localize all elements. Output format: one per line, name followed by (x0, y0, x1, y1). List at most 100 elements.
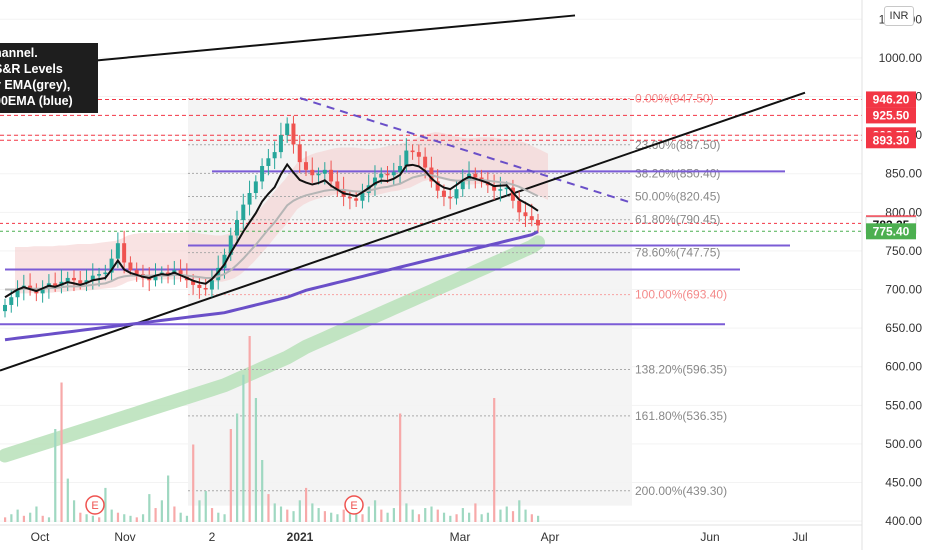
candle-body (303, 162, 308, 170)
candle-body (297, 144, 302, 163)
volume-bar (317, 508, 320, 522)
annotation-note: hannel. S&R Levels y EMA(grey), 00EMA (b… (0, 43, 98, 113)
y-tick-label: 850.00 (885, 167, 922, 181)
fib-label: 0.00%(947.50) (635, 91, 714, 105)
x-tick-label: Jul (792, 530, 807, 544)
volume-bar (367, 506, 370, 522)
volume-bar (436, 509, 439, 522)
volume-bar (104, 487, 107, 522)
ema-grey-line (5, 173, 539, 291)
y-tick-label: 550.00 (885, 398, 922, 412)
candle-body (109, 258, 114, 273)
candle-body (385, 173, 390, 176)
volume-bar (530, 514, 533, 522)
candle-body (78, 280, 83, 284)
volume-bar (449, 515, 452, 522)
volume-bar (29, 512, 32, 522)
candle-body (517, 200, 522, 213)
volume-bar (116, 512, 120, 522)
x-tick-label: Apr (541, 530, 560, 544)
candle-body (272, 152, 277, 159)
candle-body (115, 243, 120, 259)
candle-body (134, 270, 139, 275)
candle-body (529, 216, 534, 221)
candle-body (316, 173, 321, 176)
candle-body (241, 204, 246, 221)
ema-black-line (4, 162, 539, 299)
volume-bar (493, 398, 496, 522)
candle-body (3, 304, 7, 312)
volume-bar (330, 512, 333, 522)
volume-bar (336, 514, 339, 522)
candle-body (122, 243, 127, 263)
volume-bar (273, 503, 276, 522)
volume-bar (248, 336, 251, 522)
y-tick-label: 650.00 (885, 321, 922, 335)
volume-bar (129, 515, 132, 522)
candle-body (260, 165, 265, 182)
volume-bar (279, 506, 283, 522)
candle-body (90, 275, 95, 281)
candle-body (498, 189, 503, 191)
volume-bar (10, 514, 13, 522)
fib-label: 50.00%(820.45) (635, 190, 720, 204)
volume-bar (537, 515, 540, 522)
volume-bar (123, 514, 126, 522)
volume-bar (405, 503, 408, 522)
volume-bar (424, 508, 427, 522)
y-tick-label: 700.00 (885, 283, 922, 297)
candle-body (147, 277, 152, 281)
event-marker-icon (344, 495, 364, 515)
volume-bar (192, 444, 195, 522)
volume-bar (399, 413, 402, 522)
volume-bar (79, 512, 82, 522)
volume-bar (342, 509, 345, 522)
candle-body (504, 187, 509, 190)
candle-body (228, 235, 233, 255)
candle-body (28, 285, 33, 290)
volume-bar (60, 382, 63, 522)
candle-body (247, 193, 252, 205)
fib-label: 23.60%(887.50) (635, 138, 720, 152)
volume-bar (91, 515, 94, 522)
x-tick-label: 2021 (287, 530, 314, 544)
price-label-box (866, 132, 916, 149)
currency-badge[interactable]: INR (884, 6, 914, 26)
volume-bar (486, 512, 490, 522)
volume-bar (392, 508, 395, 522)
price-label: 893.30 (873, 133, 910, 147)
candle-body (360, 193, 365, 201)
candle-body (448, 196, 453, 199)
volume-bar (204, 491, 207, 522)
candle-body (216, 267, 221, 281)
candle-body (329, 169, 334, 182)
candle-body (347, 196, 352, 199)
price-label: 925.50 (873, 108, 910, 122)
candle-body (222, 254, 227, 268)
candle-body (9, 297, 14, 305)
volume-bar (72, 500, 76, 522)
candle-body (510, 187, 515, 201)
volume-bar (160, 500, 163, 522)
fib-label: 78.60%(747.75) (635, 246, 720, 260)
candle-body (84, 280, 89, 284)
volume-bar (480, 514, 483, 522)
volume-bar (98, 517, 101, 522)
volume-bar (267, 494, 270, 522)
volume-bar (167, 475, 170, 522)
fib-label: 200.00%(439.30) (635, 484, 727, 498)
candle-body (435, 181, 440, 191)
candle-body (354, 198, 359, 201)
volume-bar (229, 429, 232, 522)
candle-body (322, 169, 327, 174)
candle-body (391, 172, 396, 176)
volume-bar (16, 509, 19, 522)
candle-body (423, 156, 428, 168)
candle-body (379, 173, 384, 178)
candle-body (492, 185, 497, 191)
x-tick-label: Nov (114, 530, 135, 544)
volume-bar (41, 515, 44, 522)
volume-bar (22, 515, 26, 522)
